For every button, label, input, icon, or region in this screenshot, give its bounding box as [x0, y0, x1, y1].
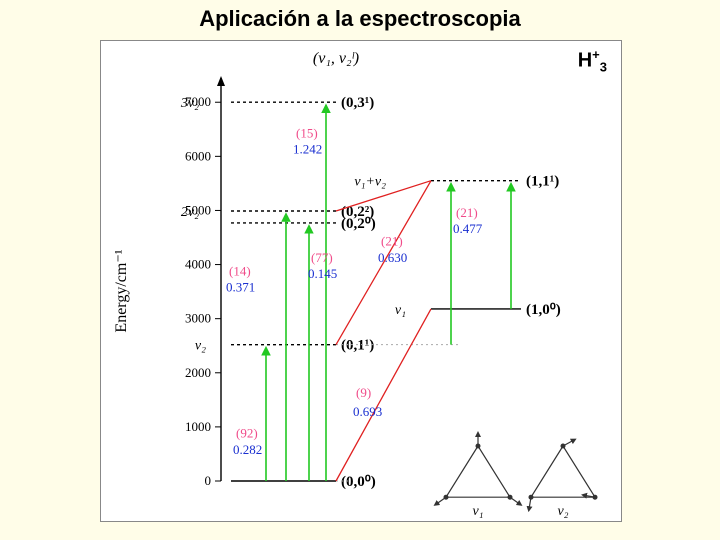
svg-text:(1,0⁰): (1,0⁰) [526, 302, 561, 318]
svg-text:E′: E′ [557, 519, 569, 521]
svg-text:0.630: 0.630 [378, 250, 407, 265]
svg-text:(21): (21) [381, 234, 403, 249]
svg-text:0.145: 0.145 [308, 266, 337, 281]
svg-text:(0,2²): (0,2²) [341, 204, 374, 220]
svg-text:(15): (15) [296, 125, 318, 140]
svg-text:(v₁, v₂ˡ): (v₁, v₂ˡ) [313, 50, 359, 67]
energy-diagram-figure: H+3 01000200030004000500060007000Energy/… [100, 40, 622, 522]
svg-text:ν₁: ν₁ [472, 504, 483, 519]
svg-text:2000: 2000 [185, 365, 211, 380]
svg-text:(0,0⁰): (0,0⁰) [341, 474, 376, 490]
svg-text:ν₂: ν₂ [195, 339, 206, 354]
diagram-svg: 01000200030004000500060007000Energy/cm⁻¹… [101, 41, 621, 521]
svg-text:ν₁: ν₁ [395, 303, 406, 318]
svg-text:0.371: 0.371 [226, 280, 255, 295]
svg-text:3000: 3000 [185, 311, 211, 326]
svg-text:4000: 4000 [185, 257, 211, 272]
svg-text:(0,1¹): (0,1¹) [341, 338, 374, 354]
svg-text:0: 0 [205, 473, 212, 488]
svg-text:Energy/cm⁻¹: Energy/cm⁻¹ [113, 249, 130, 332]
svg-text:ν₂: ν₂ [557, 504, 568, 519]
svg-text:(77): (77) [311, 250, 333, 265]
svg-text:1000: 1000 [185, 419, 211, 434]
svg-text:(0,3¹): (0,3¹) [341, 95, 374, 111]
svg-text:A′₁: A′₁ [469, 519, 485, 521]
svg-text:1.242: 1.242 [293, 142, 322, 157]
svg-text:(1,1¹): (1,1¹) [526, 174, 559, 190]
page-title: Aplicación a la espectroscopia [0, 0, 720, 32]
svg-text:0.693: 0.693 [353, 404, 382, 419]
svg-text:ν₁+ν₂: ν₁+ν₂ [354, 175, 386, 190]
svg-text:(21): (21) [456, 205, 478, 220]
svg-text:2ν₂: 2ν₂ [181, 205, 199, 220]
svg-text:0.282: 0.282 [233, 442, 262, 457]
svg-text:3ν₂: 3ν₂ [180, 96, 199, 111]
svg-text:(14): (14) [229, 263, 251, 278]
svg-text:0.477: 0.477 [453, 221, 483, 236]
svg-text:(9): (9) [356, 385, 371, 400]
svg-text:6000: 6000 [185, 148, 211, 163]
svg-text:(92): (92) [236, 426, 258, 441]
